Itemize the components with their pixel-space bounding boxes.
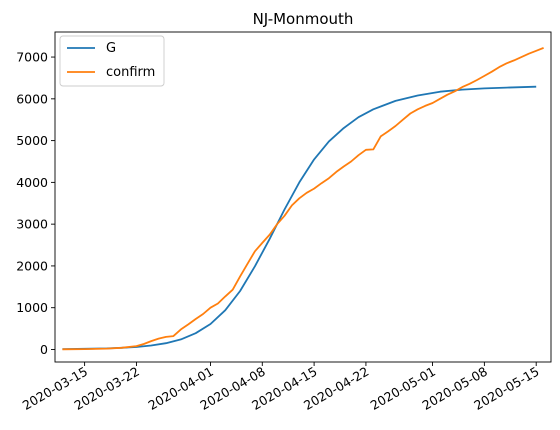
series-lines <box>62 47 544 351</box>
y-tick-label: 3000 <box>16 217 48 232</box>
y-tick-label: 2000 <box>16 258 48 273</box>
y-tick-label: 6000 <box>16 91 48 106</box>
y-axis: 0 1000 2000 3000 4000 5000 6000 7000 <box>16 50 55 357</box>
chart-title: NJ-Monmouth <box>253 10 354 28</box>
series-line-g <box>62 85 537 350</box>
legend: G confirm <box>59 35 165 87</box>
y-tick-label: 5000 <box>16 133 48 148</box>
legend-label-g: G <box>106 41 116 56</box>
plot-frame <box>54 31 552 363</box>
legend-label-confirm: confirm <box>106 65 155 80</box>
series-line-confirm <box>62 47 544 351</box>
y-tick-label: 1000 <box>16 300 48 315</box>
y-tick-label: 7000 <box>16 50 48 65</box>
y-tick-label: 4000 <box>16 175 48 190</box>
y-tick-label: 0 <box>40 342 48 357</box>
